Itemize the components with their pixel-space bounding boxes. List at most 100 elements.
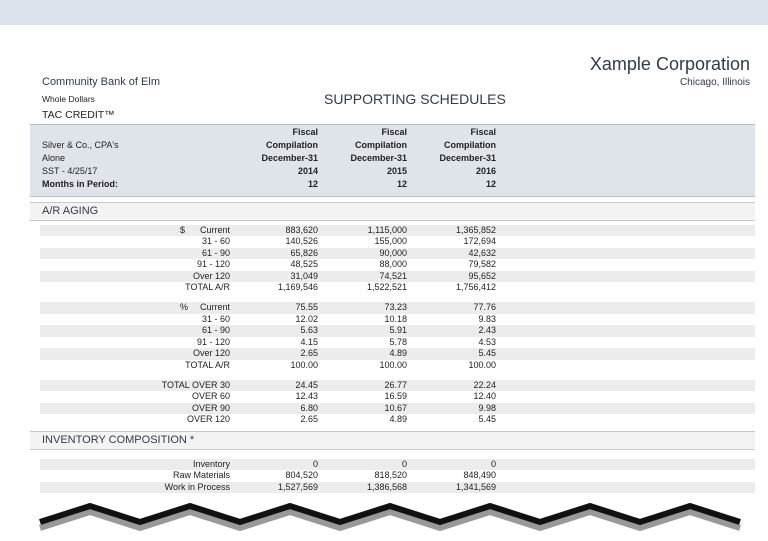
cell: 9.98 [478, 402, 496, 413]
row-label: 91 - 120 [196, 336, 230, 347]
header-info: Silver & Co., CPA's [42, 140, 119, 150]
cell: 4.15 [300, 336, 318, 347]
cell: 88,000 [379, 259, 407, 269]
cell: 48,525 [290, 259, 318, 269]
cell: 95,652 [468, 270, 496, 281]
row-stripe [40, 458, 755, 470]
cell: 2.65 [300, 414, 318, 424]
subtitle: TAC CREDIT™ [42, 109, 115, 121]
row-stripe [40, 379, 755, 391]
cell: 2.65 [300, 348, 318, 358]
row-stripe [40, 348, 755, 360]
row-label: Inventory [192, 458, 230, 469]
cell: 5.78 [389, 336, 407, 347]
months: 12 [307, 179, 318, 189]
row-label: 31 - 60 [201, 236, 230, 246]
column-heading: December-31 [439, 153, 496, 163]
months: 12 [396, 179, 407, 189]
cell: 5.45 [478, 348, 496, 358]
column-heading: Fiscal [292, 127, 318, 137]
row-prefix: % [180, 302, 189, 312]
column-heading: Compilation [444, 140, 496, 150]
row-label: TOTAL A/R [185, 359, 230, 370]
cell: 1,756,412 [455, 282, 496, 292]
cell: 42,632 [468, 247, 496, 258]
cell: 172,694 [463, 236, 496, 246]
cell: 883,620 [285, 224, 318, 235]
cell: 26.77 [384, 379, 407, 390]
cell: 1,522,521 [366, 282, 407, 292]
cell: 10.67 [384, 402, 407, 413]
cell: 12.02 [295, 313, 318, 324]
section-bar [30, 431, 755, 450]
row-stripe [40, 325, 755, 337]
column-heading: Compilation [355, 140, 407, 150]
cell: 804,520 [285, 470, 318, 480]
cell: 0 [490, 458, 496, 469]
column-heading: 2015 [386, 166, 407, 176]
cell: 90,000 [379, 247, 407, 258]
row-stripe [40, 270, 755, 282]
cell: 9.83 [478, 313, 496, 324]
cell: 2.43 [478, 325, 496, 335]
cell: 65,826 [290, 247, 318, 258]
row-stripe [40, 224, 755, 236]
row-stripe [40, 481, 755, 493]
column-heading: December-31 [261, 153, 318, 163]
months: 12 [485, 179, 496, 189]
column-heading: 2014 [297, 166, 318, 176]
cell: 5.91 [389, 325, 407, 335]
cell: 1,169,546 [277, 282, 318, 292]
row-label: Work in Process [164, 481, 230, 492]
zigzag-edge [39, 502, 741, 532]
row-prefix: $ [180, 224, 186, 235]
row-label: 61 - 90 [201, 325, 230, 335]
cell: 12.40 [473, 391, 496, 401]
cell: 140,526 [285, 236, 318, 246]
row-stripe [40, 402, 755, 414]
cell: 155,000 [374, 236, 407, 246]
section-title: A/R AGING [42, 205, 99, 217]
cell: 12.43 [295, 391, 318, 401]
cell: 818,520 [374, 470, 407, 480]
section-title: INVENTORY COMPOSITION * [42, 434, 195, 446]
cell: 5.45 [478, 414, 496, 424]
cell: 73.23 [384, 302, 407, 312]
bank: Community Bank of Elm [42, 76, 160, 88]
row-stripe [40, 247, 755, 259]
row-label: Current [199, 224, 230, 235]
report-title: SUPPORTING SCHEDULES [324, 91, 506, 107]
row-label: TOTAL A/R [185, 282, 230, 292]
cell: 5.63 [300, 325, 318, 335]
row-label: 91 - 120 [196, 259, 230, 269]
header-info: SST - 4/25/17 [42, 166, 98, 176]
row-label: Current [199, 302, 230, 312]
row-label: OVER 90 [191, 402, 230, 413]
cell: 10.18 [384, 313, 407, 324]
cell: 1,115,000 [367, 224, 407, 235]
row-label: 31 - 60 [201, 313, 230, 324]
company: Xample Corporation [589, 54, 750, 74]
row-label: TOTAL OVER 30 [161, 379, 230, 390]
cell: 75.55 [295, 302, 318, 312]
cell: 0 [312, 458, 318, 469]
cell: 16.59 [384, 391, 407, 401]
row-label: OVER 60 [191, 391, 230, 401]
column-heading: Compilation [266, 140, 318, 150]
column-header-box [30, 124, 755, 197]
cell: 100.00 [379, 359, 407, 370]
column-heading: 2016 [475, 166, 496, 176]
cell: 848,490 [463, 470, 496, 480]
row-label: 61 - 90 [201, 247, 230, 258]
header-info: Months in Period: [42, 179, 118, 189]
row-label: Over 120 [192, 270, 230, 281]
units: Whole Dollars [42, 94, 95, 104]
section-bar [30, 202, 755, 221]
cell: 0 [401, 458, 407, 469]
row-label: OVER 120 [186, 414, 230, 424]
cell: 6.80 [300, 402, 318, 413]
column-heading: Fiscal [381, 127, 407, 137]
row-label: Over 120 [192, 348, 230, 358]
row-stripe [40, 302, 755, 314]
